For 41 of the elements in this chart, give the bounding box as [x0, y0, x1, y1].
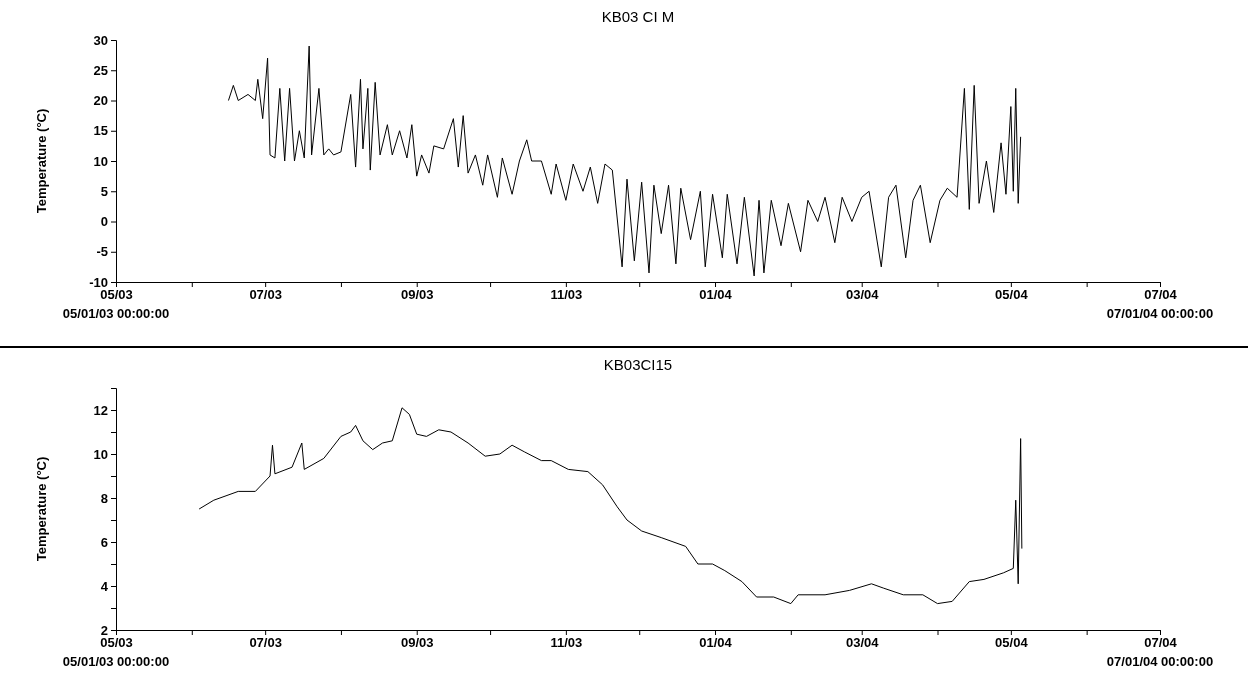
y-tick-label: 12: [93, 402, 108, 418]
y-tick-label: 10: [93, 446, 108, 462]
y-tick-label: 30: [93, 32, 108, 48]
y-axis-title: Temperature (°C): [34, 108, 49, 214]
y-tick-label: 20: [93, 93, 108, 109]
x-tick-label: 11/03: [550, 635, 583, 651]
text: 05/01/03 00:00:00: [62, 654, 170, 669]
chart-title: KB03 CI M: [601, 8, 675, 25]
y-tick-label: -10: [89, 274, 108, 290]
y-tick-label: -5: [96, 244, 108, 260]
x-tick-label: 09/03: [400, 287, 434, 303]
y-axis-title: Temperature (°C): [34, 456, 49, 562]
x-tick-label: 09/03: [400, 635, 434, 651]
x-tick-label: 03/04: [845, 635, 880, 651]
chart-title: KB03CI15: [603, 356, 673, 373]
x-tick-label: 01/04: [699, 635, 733, 651]
x-tick-label: 07/03: [249, 635, 282, 651]
x-tick-label: 01/04: [699, 287, 733, 303]
y-tick-label: 6: [100, 534, 108, 550]
line-series: [227, 45, 1022, 277]
y-tick-label: 4: [100, 578, 109, 594]
text: 07/01/04 00:00:00: [1106, 306, 1214, 321]
y-tick-label: 2: [100, 622, 108, 638]
y-tick-label: 10: [93, 153, 108, 169]
line-series: [198, 407, 1023, 605]
text: 05/01/03 00:00:00: [62, 306, 170, 321]
x-tick-label: 07/04: [1144, 635, 1178, 651]
x-tick-label: 05/03: [100, 635, 133, 651]
x-tick-label: 05/04: [995, 635, 1029, 651]
x-tick-label: 05/04: [995, 287, 1029, 303]
x-tick-label: 07/04: [1144, 287, 1178, 303]
x-tick-label: 07/03: [249, 287, 282, 303]
x-tick-label: 03/04: [845, 287, 880, 303]
text: 07/01/04 00:00:00: [1106, 654, 1214, 669]
y-tick-label: 0: [100, 214, 108, 230]
y-tick-label: 5: [100, 183, 108, 199]
y-tick-label: 25: [93, 62, 108, 78]
y-tick-label: 15: [93, 123, 108, 139]
y-tick-label: 8: [100, 490, 108, 506]
x-tick-label: 05/03: [100, 287, 133, 303]
x-tick-label: 11/03: [550, 287, 583, 303]
